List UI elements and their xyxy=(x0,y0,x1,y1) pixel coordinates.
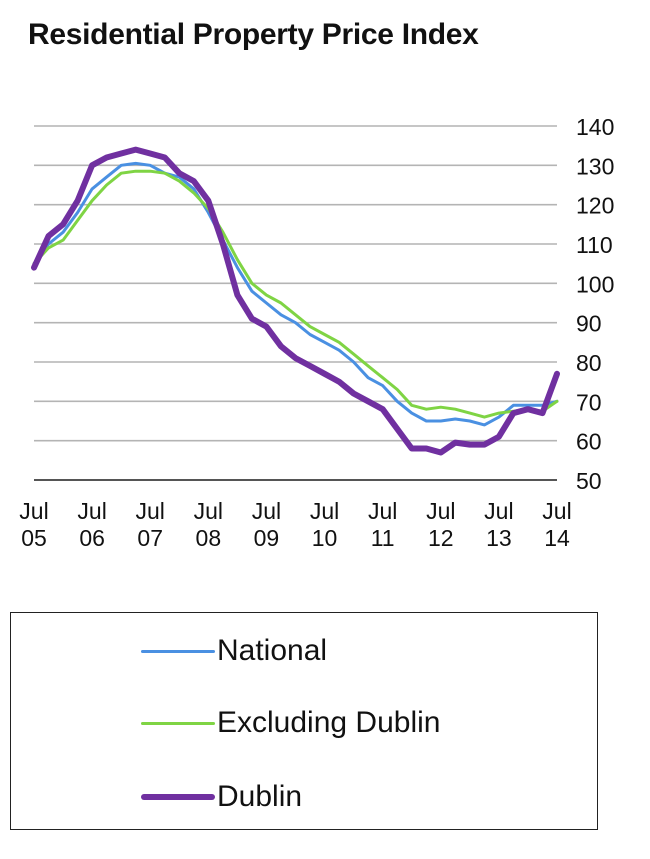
y-tick-label-120: 120 xyxy=(576,193,614,219)
x-axis-tick-labels: Jul 05 Jul 06 Jul 07 Jul 08 Jul 09 Jul 10 Jul 11 Jul 12… xyxy=(19,498,571,551)
y-tick-label-90: 90 xyxy=(576,311,602,337)
x-tick-label-4: Jul 09 xyxy=(252,498,281,551)
series-line-excluding-dublin xyxy=(32,169,559,419)
y-tick-label-100: 100 xyxy=(576,271,614,297)
legend-label-dublin: Dublin xyxy=(217,780,303,813)
y-tick-label-110: 110 xyxy=(576,232,613,258)
x-tick-label-8: Jul 13 xyxy=(484,498,513,551)
y-tick-label-80: 80 xyxy=(576,350,602,376)
y-tick-label-140: 140 xyxy=(576,114,614,140)
legend-swatch-excluding-dublin xyxy=(141,721,215,725)
x-tick-label-6: Jul 11 xyxy=(368,498,397,551)
x-tick-label-1: Jul 06 xyxy=(77,498,106,551)
legend-swatch-dublin xyxy=(141,794,215,800)
y-tick-label-60: 60 xyxy=(576,429,602,455)
legend-label-excluding-dublin: Excluding Dublin xyxy=(217,706,441,739)
y-axis-tick-labels: 50 60 70 80 90 100 110 120 130 140 xyxy=(576,114,614,494)
series-line-national xyxy=(32,161,559,427)
y-tick-label-130: 130 xyxy=(576,153,614,179)
y-tick-label-70: 70 xyxy=(576,389,602,415)
legend: National Excluding Dublin Dublin xyxy=(10,612,598,830)
series-lines xyxy=(31,146,560,456)
legend-swatch-national xyxy=(141,649,215,653)
legend-label-national: National xyxy=(217,634,328,667)
chart-title: Residential Property Price Index xyxy=(28,18,479,51)
series-line-dublin xyxy=(31,146,560,456)
legend-item-excluding-dublin: Excluding Dublin xyxy=(141,703,440,743)
x-tick-label-2: Jul 07 xyxy=(136,498,165,551)
x-tick-label-5: Jul 10 xyxy=(310,498,339,551)
x-tick-label-9: Jul 14 xyxy=(542,498,571,551)
y-tick-label-50: 50 xyxy=(576,468,602,494)
x-tick-label-3: Jul 08 xyxy=(194,498,223,551)
x-tick-label-7: Jul 12 xyxy=(426,498,455,551)
legend-item-dublin: Dublin xyxy=(141,777,302,817)
x-tick-label-0: Jul 05 xyxy=(19,498,48,551)
legend-item-national: National xyxy=(141,631,327,671)
